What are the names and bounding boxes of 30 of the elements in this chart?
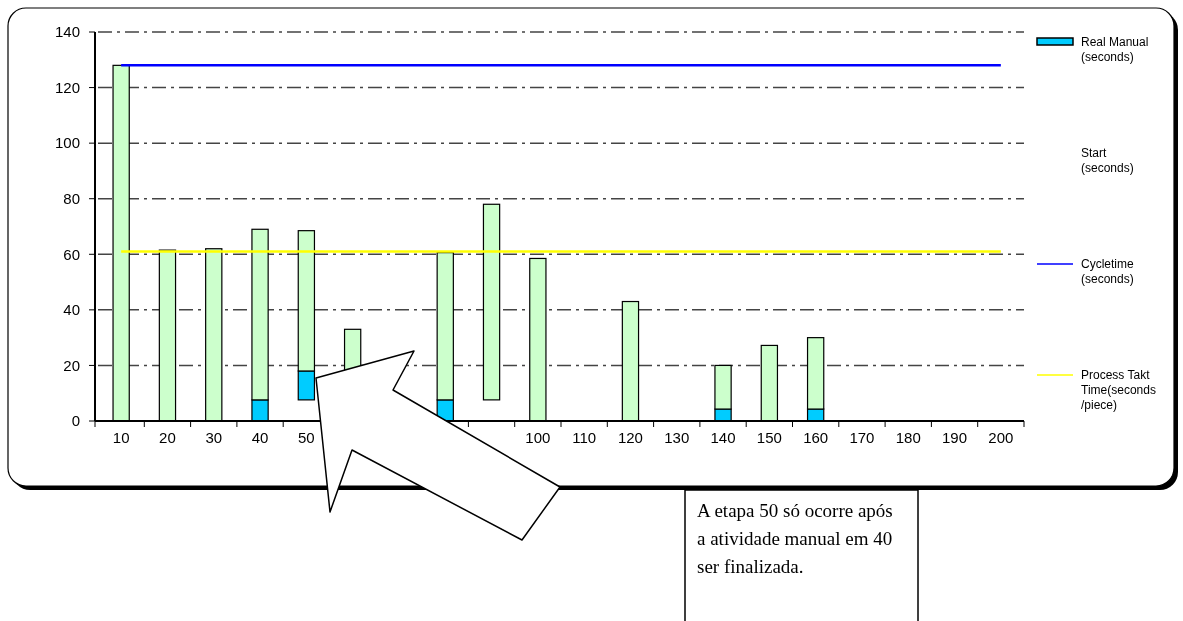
y-tick-label: 40 (63, 301, 80, 319)
y-tick-label: 140 (54, 23, 80, 41)
legend-label: Cycletime (seconds) (1081, 257, 1134, 286)
y-tick-label: 20 (63, 356, 80, 374)
y-tick-label: 100 (54, 134, 80, 152)
y-tick-label: 0 (71, 412, 80, 430)
x-tick-label: 150 (756, 429, 782, 446)
x-tick-label: 190 (942, 429, 968, 446)
text: Start (seconds) (1081, 146, 1134, 175)
legend-label: Real Manual (seconds) (1081, 35, 1149, 64)
x-tick-label: 140 (710, 429, 736, 446)
x-tick-label: 20 (159, 429, 176, 446)
x-tick-label: 110 (572, 429, 597, 446)
x-tick-label: 50 (298, 429, 315, 446)
legend-label: Process Takt Time(seconds/piece) (1081, 368, 1156, 412)
x-tick-label: 100 (525, 429, 551, 446)
x-tick-label: 180 (895, 429, 921, 446)
text: A etapa 50 só ocorre após a atividade manual em 40 ser finalizada. (697, 500, 893, 577)
bar (482, 203, 501, 401)
x-tick-label: 200 (988, 429, 1014, 446)
x-tick-label: 30 (205, 429, 223, 446)
y-tick-label: 80 (63, 189, 80, 207)
x-tick-label: 170 (849, 429, 875, 446)
x-tick-label: 120 (617, 429, 643, 446)
x-tick-label: 10 (112, 429, 130, 446)
y-tick-label: 60 (63, 245, 80, 263)
x-tick-label: 40 (251, 429, 269, 446)
x-tick-label: 130 (664, 429, 690, 446)
y-tick-label: 120 (54, 78, 80, 96)
x-tick-label: 160 (803, 429, 829, 446)
